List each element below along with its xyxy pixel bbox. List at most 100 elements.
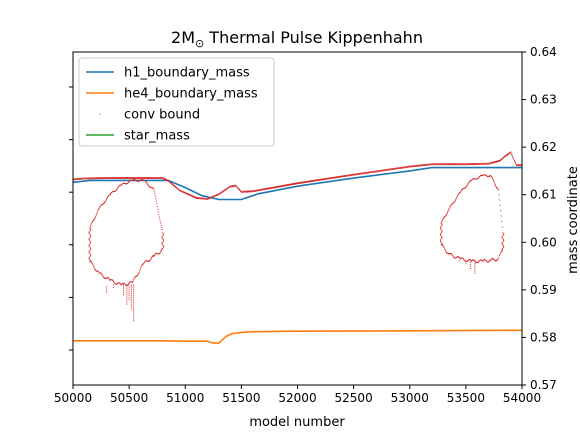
conv-bound-point: [266, 187, 268, 189]
conv-bound-point: [338, 176, 340, 178]
conv-bound-point: [390, 169, 392, 171]
conv-bound-point: [272, 186, 274, 188]
conv-bound-point: [348, 174, 350, 176]
conv-bound-point: [381, 170, 383, 172]
conv-bound-point: [101, 274, 103, 276]
conv-bound-point: [493, 182, 495, 184]
conv-bound-point: [362, 173, 364, 175]
conv-bound-point: [467, 259, 469, 261]
conv-bound-point: [178, 188, 180, 190]
conv-bound-point: [498, 194, 500, 196]
conv-bound-point: [116, 283, 118, 285]
conv-bound-point: [448, 163, 450, 165]
conv-bound-point: [441, 221, 443, 223]
conv-bound-point: [349, 174, 351, 176]
y-tick-label: 0.60: [530, 235, 557, 249]
conv-bound-point: [490, 162, 492, 164]
conv-bound-point: [466, 260, 468, 262]
conv-bound-point: [441, 230, 443, 232]
conv-bound-point: [108, 177, 110, 179]
conv-bound-point: [92, 178, 94, 180]
conv-bound-point: [340, 175, 342, 177]
conv-bound-point: [193, 195, 195, 197]
conv-bound-point: [262, 188, 264, 190]
conv-bound-point: [169, 181, 171, 183]
conv-bound-point: [121, 177, 123, 179]
conv-bound-point: [102, 177, 104, 179]
conv-bound-point: [499, 253, 501, 255]
conv-bound-point: [483, 162, 485, 164]
conv-bound-point: [173, 184, 175, 186]
conv-bound-point: [228, 186, 230, 188]
conv-bound-point: [336, 176, 338, 178]
conv-bound-point: [481, 174, 483, 176]
conv-bound-point: [134, 277, 136, 279]
conv-bound-point: [133, 300, 135, 302]
conv-bound-point: [345, 175, 347, 177]
conv-bound-point: [329, 178, 331, 180]
conv-bound-point: [141, 177, 143, 179]
conv-bound-point: [143, 177, 145, 179]
conv-bound-point: [442, 244, 444, 246]
conv-bound-point: [242, 190, 244, 192]
conv-bound-point: [448, 209, 450, 211]
conv-bound-point: [474, 178, 476, 180]
conv-bound-point: [228, 187, 230, 189]
conv-bound-point: [476, 178, 478, 180]
conv-bound-point: [102, 203, 104, 205]
conv-bound-point: [102, 276, 104, 278]
conv-bound-point: [479, 260, 481, 262]
conv-bound-point: [126, 284, 128, 286]
conv-bound-point: [383, 170, 385, 172]
conv-bound-point: [417, 164, 419, 166]
conv-bound-point: [484, 163, 486, 165]
conv-bound-point: [274, 187, 276, 189]
conv-bound-point: [508, 153, 510, 155]
conv-bound-point: [457, 256, 459, 258]
conv-bound-point: [352, 173, 354, 175]
conv-bound-point: [154, 193, 156, 195]
conv-bound-point: [73, 178, 75, 180]
conv-bound-point: [464, 163, 466, 165]
conv-bound-point: [489, 163, 491, 165]
conv-bound-point: [101, 203, 103, 205]
conv-bound-point: [453, 163, 455, 165]
conv-bound-point: [89, 246, 91, 248]
conv-bound-point: [457, 193, 459, 195]
conv-bound-point: [472, 163, 474, 165]
conv-bound-point: [380, 169, 382, 171]
conv-bound-point: [447, 210, 449, 212]
conv-bound-point: [129, 281, 131, 283]
conv-bound-point: [359, 172, 361, 174]
conv-bound-point: [501, 158, 503, 160]
conv-bound-point: [120, 284, 122, 286]
conv-bound-point: [138, 177, 140, 179]
conv-bound-point: [110, 192, 112, 194]
conv-bound-point: [94, 216, 96, 218]
conv-bound-point: [442, 219, 444, 221]
y-tick-label: 0.63: [530, 93, 557, 107]
conv-bound-point: [133, 308, 135, 310]
conv-bound-point: [139, 179, 141, 181]
conv-bound-point: [248, 190, 250, 192]
conv-bound-point: [436, 163, 438, 165]
conv-bound-point: [469, 265, 471, 267]
conv-bound-point: [103, 178, 105, 180]
conv-bound-point: [500, 159, 502, 161]
conv-bound-point: [498, 161, 500, 163]
conv-bound-point: [494, 161, 496, 163]
conv-bound-point: [135, 179, 137, 181]
conv-bound-point: [502, 156, 504, 158]
conv-bound-point: [89, 255, 91, 257]
conv-bound-point: [518, 165, 520, 167]
conv-bound-point: [127, 284, 129, 286]
conv-bound-point: [310, 180, 312, 182]
conv-bound-point: [292, 184, 294, 186]
conv-bound-point: [142, 179, 144, 181]
conv-bound-point: [266, 188, 268, 190]
conv-bound-point: [139, 269, 141, 271]
conv-bound-point: [518, 164, 520, 166]
conv-bound-point: [133, 310, 135, 312]
conv-bound-point: [460, 257, 462, 259]
